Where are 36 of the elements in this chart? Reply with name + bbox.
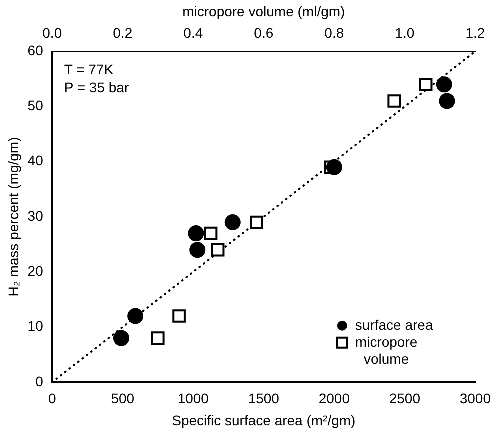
legend-label: micropore volume (355, 334, 418, 367)
point (128, 308, 144, 324)
point (224, 214, 241, 231)
point (190, 242, 206, 258)
legend-label: surface area (355, 316, 434, 333)
x-tick-label: 1500 (248, 390, 280, 407)
point (439, 93, 456, 110)
y-tick-label: 60 (28, 42, 44, 58)
x-tick-label: 2500 (389, 390, 421, 407)
x2-tick-label: 0.6 (254, 25, 274, 42)
annotation: T = 77K (64, 61, 114, 78)
y-tick-label: 10 (28, 318, 44, 334)
x-tick-label: 3000 (460, 390, 492, 407)
y-tick-label: 40 (28, 152, 44, 169)
x-axis-title: Specific surface area (m²/gm) (172, 412, 356, 428)
point (113, 330, 130, 346)
x-tick-label: 2000 (318, 390, 350, 407)
point (436, 76, 452, 93)
y-axis-title: H₂ mass percent (mg/gm) (5, 137, 22, 297)
y-tick-label: 30 (28, 208, 44, 224)
y-tick-label: 50 (28, 98, 44, 114)
point (326, 159, 342, 176)
annotation: P = 35 bar (64, 79, 130, 96)
point (188, 226, 204, 242)
x-tick-label: 500 (111, 390, 135, 407)
x2-tick-label: 1.2 (466, 25, 486, 42)
x2-tick-label: 0.8 (324, 25, 344, 42)
x2-axis-title: micropore volume (ml/gm) (182, 3, 346, 20)
x-tick-label: 1000 (178, 390, 210, 407)
x2-tick-label: 0.4 (184, 25, 204, 42)
x2-tick-label: 0.0 (42, 25, 62, 42)
x-tick-label: 0 (48, 390, 56, 407)
y-tick-label: 20 (28, 262, 44, 279)
x2-tick-label: 0.2 (113, 25, 133, 42)
x2-tick-label: 1.0 (395, 25, 415, 42)
y-tick-label: 0 (36, 373, 44, 390)
